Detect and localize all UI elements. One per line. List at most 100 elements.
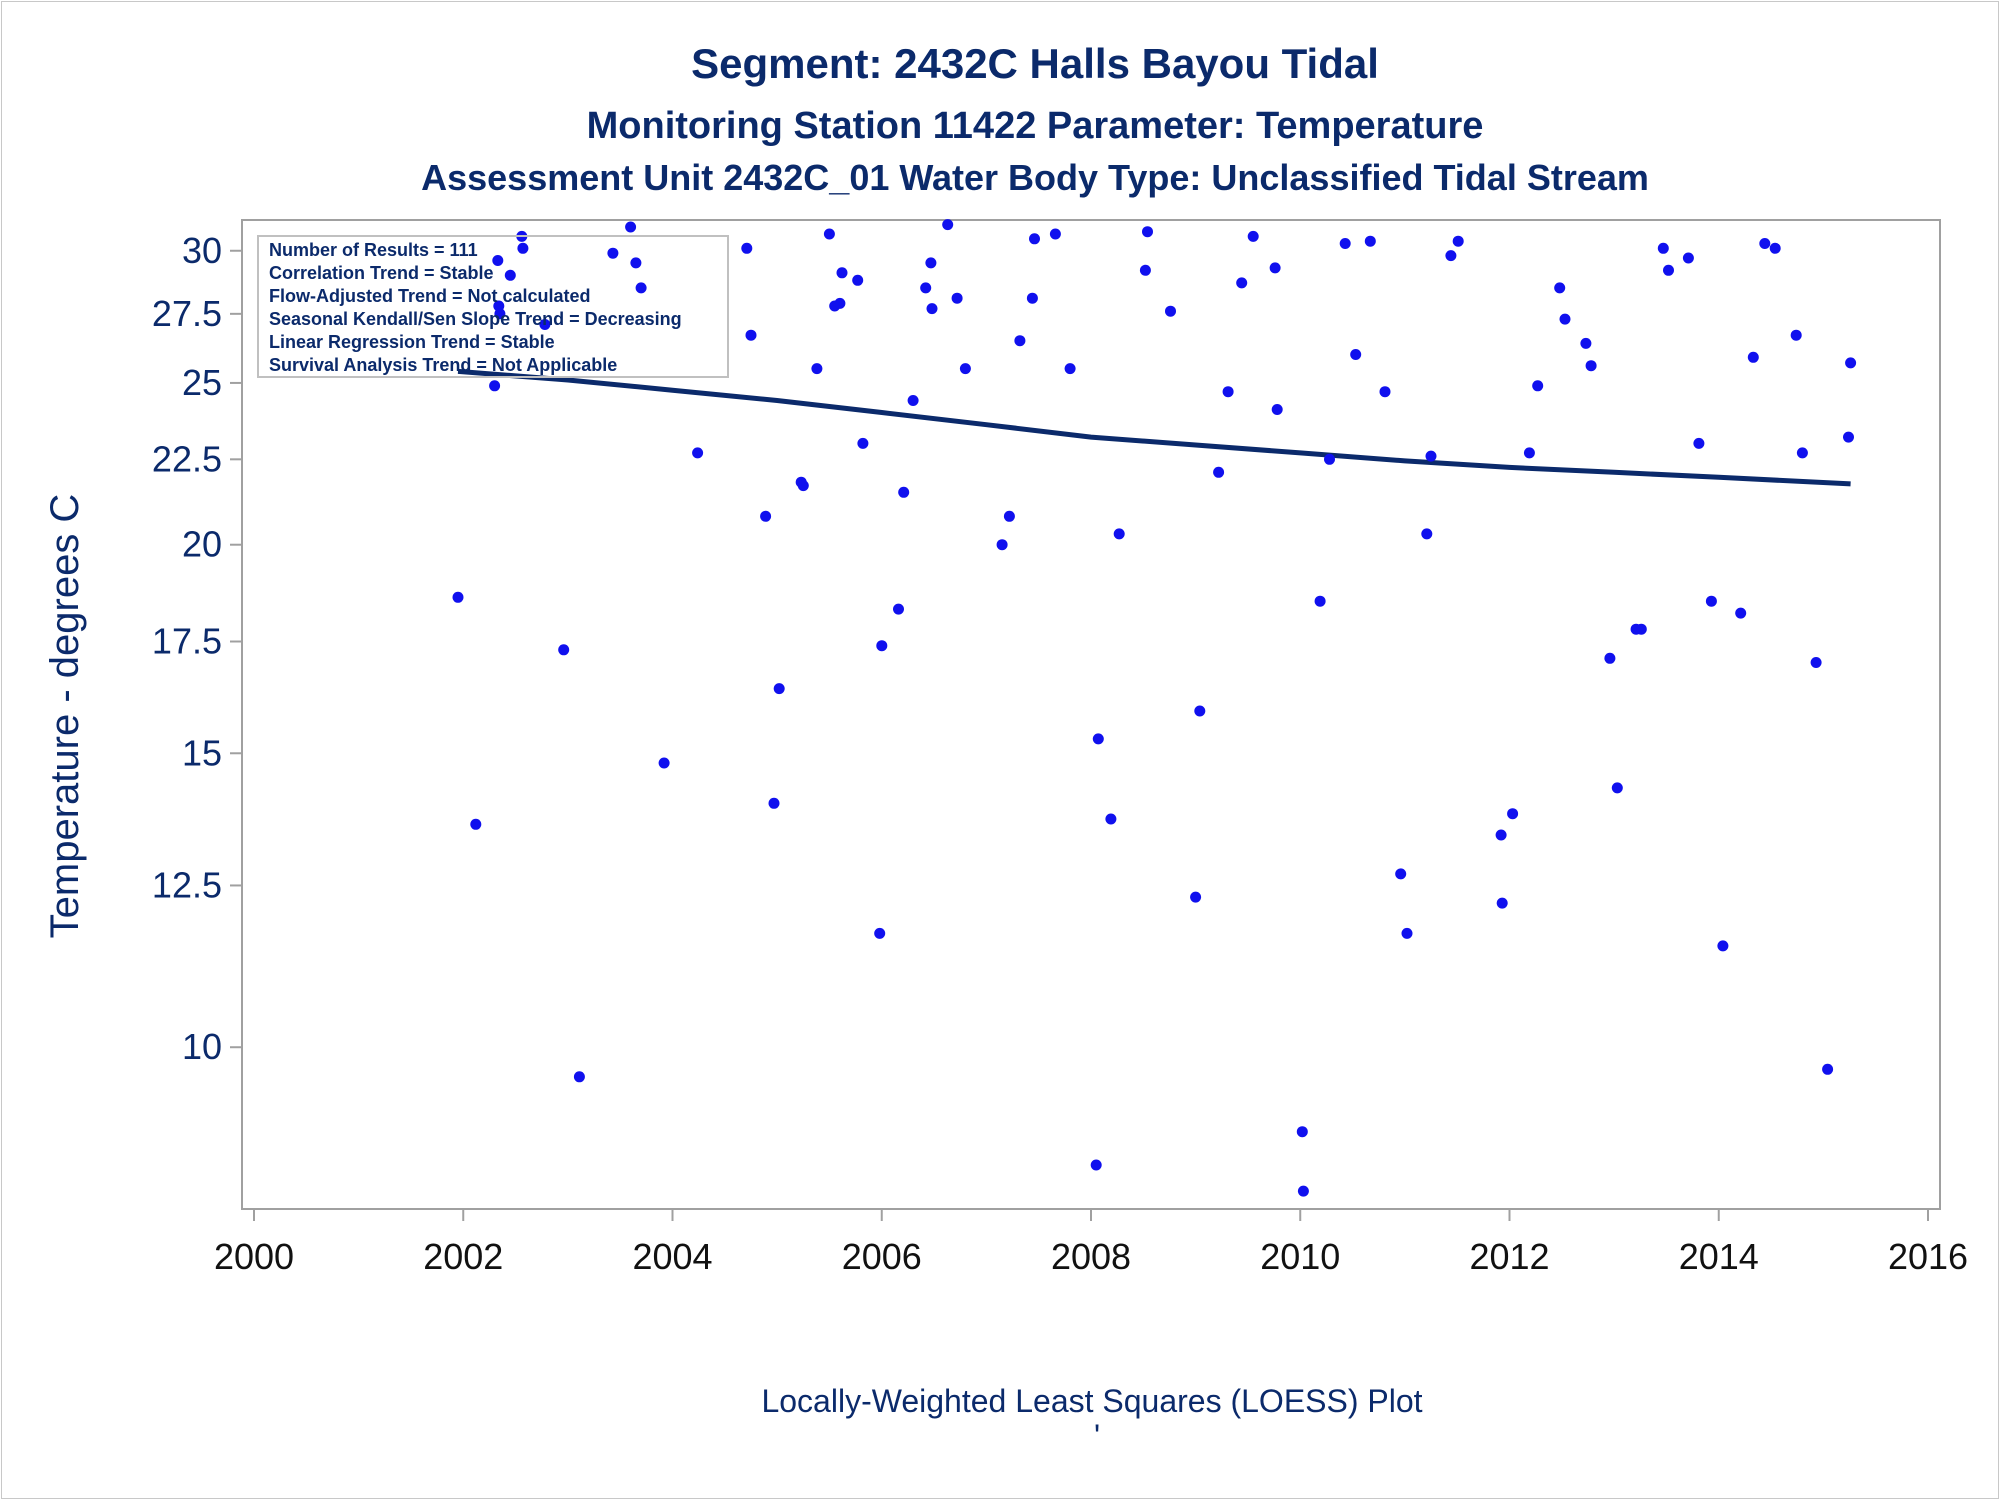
data-point (1421, 528, 1433, 540)
data-point (494, 308, 506, 320)
x-tick-label: 2000 (214, 1236, 294, 1277)
y-tick-label: 25 (182, 362, 222, 403)
data-point (926, 303, 938, 315)
data-point (773, 683, 785, 695)
data-point (1113, 528, 1125, 540)
y-tick-label: 22.5 (152, 438, 222, 479)
data-point (1014, 335, 1026, 347)
y-tick-label: 17.5 (152, 621, 222, 662)
data-point (797, 480, 809, 492)
data-point (1796, 447, 1808, 459)
data-point (1364, 235, 1376, 247)
data-point (857, 437, 869, 449)
stats-line-flow-adjusted: Flow-Adjusted Trend = Not calculated (269, 286, 591, 306)
y-tick-label: 15 (182, 732, 222, 773)
y-tick-label: 10 (182, 1026, 222, 1067)
data-point (1401, 927, 1413, 939)
data-point (942, 219, 954, 231)
data-point (920, 282, 932, 294)
data-point (1142, 226, 1153, 238)
stats-line-results: Number of Results = 111 (269, 240, 478, 260)
x-tick-label: 2006 (842, 1236, 922, 1277)
x-tick-label: 2010 (1260, 1236, 1340, 1277)
data-point (1314, 595, 1326, 607)
data-point (1105, 813, 1117, 825)
y-tick-label: 27.5 (152, 293, 222, 334)
data-point (1190, 891, 1202, 903)
data-point (741, 242, 753, 254)
data-point (1735, 607, 1747, 619)
x-axis: 2000 2002 2004 2006 2008 2010 2012 2014 2016 (214, 1209, 1968, 1277)
data-point (1693, 437, 1705, 449)
data-point (1026, 292, 1038, 304)
data-point (1425, 450, 1437, 462)
x-tick-label: 2002 (423, 1236, 503, 1277)
data-point (1747, 351, 1759, 363)
data-point (760, 510, 772, 522)
data-point (1523, 447, 1535, 459)
data-point (1165, 305, 1176, 317)
data-point (1845, 357, 1857, 369)
data-point (1324, 453, 1335, 465)
data-point (876, 640, 888, 652)
data-point (539, 319, 551, 330)
data-point (1003, 510, 1015, 522)
data-point (1445, 250, 1457, 262)
chart-subtitle-2: Assessment Unit 2432C_01 Water Body Type… (421, 157, 1649, 198)
stats-line-seasonal-kendall: Seasonal Kendall/Sen Slope Trend = Decre… (269, 309, 682, 329)
chart-title: Segment: 2432C Halls Bayou Tidal (691, 40, 1379, 87)
data-point (1271, 404, 1283, 415)
data-point (1705, 595, 1717, 607)
data-point (658, 757, 670, 769)
chart-subtitle: Monitoring Station 11422 Parameter: Temp… (587, 105, 1484, 147)
data-point (1604, 652, 1616, 664)
data-point (1495, 829, 1507, 841)
x-tick-label: 2012 (1469, 1236, 1549, 1277)
data-point (1247, 230, 1259, 242)
data-point (1194, 705, 1206, 717)
data-point (811, 363, 823, 375)
data-point (1759, 238, 1771, 249)
data-point (1296, 1126, 1308, 1138)
data-point (836, 267, 848, 279)
data-point (1297, 1185, 1309, 1197)
data-point (1635, 623, 1647, 635)
data-point (517, 242, 529, 254)
data-point (1810, 657, 1822, 668)
data-point (504, 269, 516, 281)
data-point (1350, 349, 1362, 360)
data-point (874, 927, 886, 939)
data-point (1717, 940, 1729, 952)
data-point (1339, 238, 1351, 249)
data-point (1395, 868, 1407, 880)
data-point (1822, 1063, 1834, 1075)
data-point (1507, 808, 1519, 820)
x-tick-label: 2004 (632, 1236, 712, 1277)
data-point (1049, 228, 1061, 240)
data-point (1092, 733, 1104, 745)
data-point (959, 363, 971, 375)
stats-box: Number of Results = 111 Correlation Tren… (257, 235, 729, 378)
x-tick-label: 2008 (1051, 1236, 1131, 1277)
stats-line-correlation: Correlation Trend = Stable (269, 263, 494, 283)
trend-line-layer (457, 368, 1851, 487)
data-point (607, 247, 619, 259)
data-point (1222, 386, 1234, 398)
data-point (452, 591, 464, 603)
data-point (834, 297, 846, 309)
data-point (1585, 360, 1597, 372)
data-point (692, 447, 704, 459)
footnote-mark: ' (1094, 1418, 1100, 1454)
data-point (635, 282, 647, 294)
data-point (852, 274, 864, 286)
data-point (492, 255, 504, 266)
data-point (1580, 337, 1592, 349)
data-point (1496, 897, 1508, 909)
data-point (1769, 242, 1781, 254)
y-axis-label: Temperature - degrees C (43, 494, 87, 939)
data-point (1611, 782, 1623, 794)
data-point (1139, 264, 1151, 276)
data-point (573, 1071, 585, 1083)
data-point (1064, 363, 1076, 375)
